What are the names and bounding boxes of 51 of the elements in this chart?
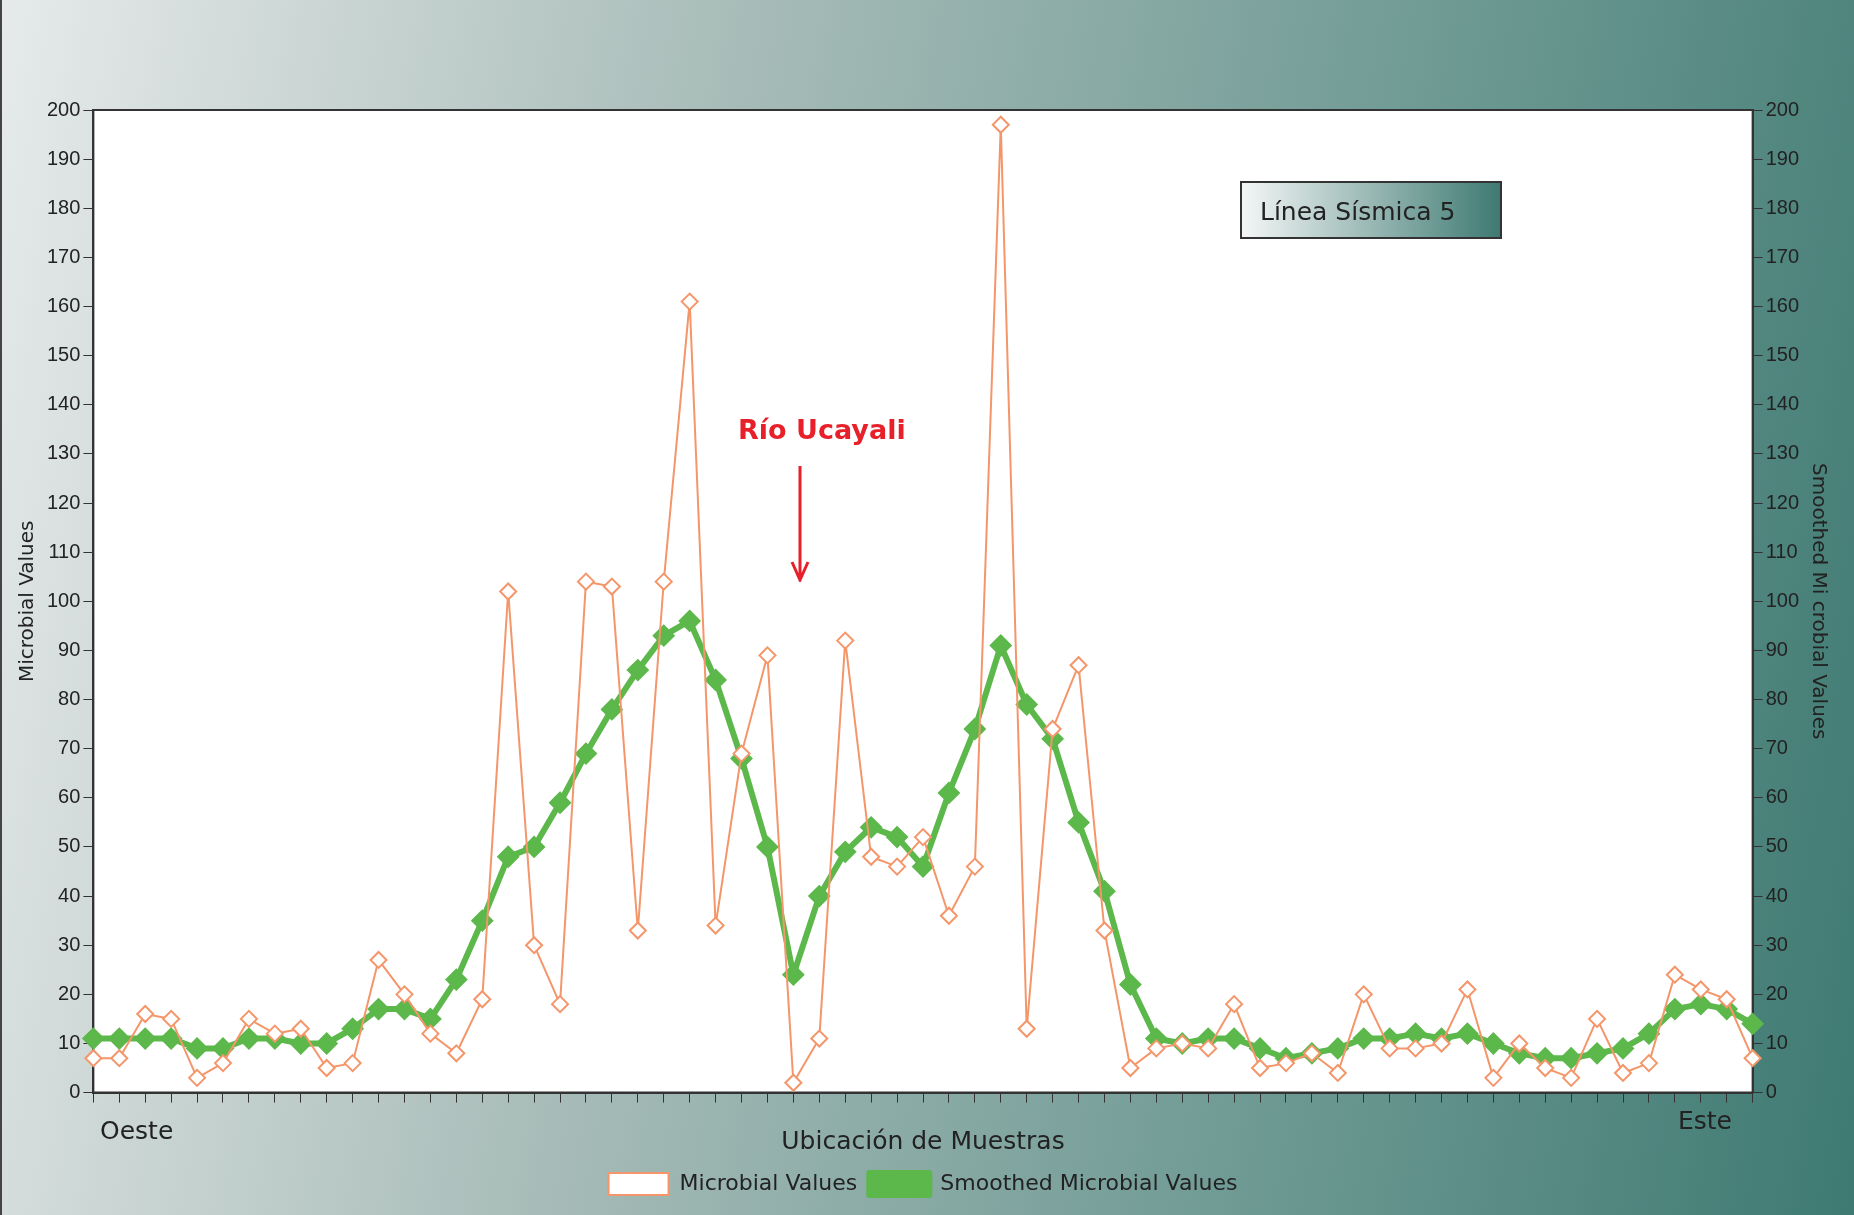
y-tick-label: 90 <box>58 637 81 660</box>
y2-tick-label: 70 <box>1765 736 1788 759</box>
legend-label: Microbial Values <box>679 1169 858 1195</box>
y-tick-label: 10 <box>58 1030 81 1053</box>
y2-tick-label: 60 <box>1765 785 1788 808</box>
text: Línea Sísmica 5 <box>1240 181 1502 239</box>
y2-tick-label: 150 <box>1765 343 1800 366</box>
y2-tick-label: 50 <box>1765 834 1788 857</box>
y2-tick-label: 10 <box>1765 1030 1788 1053</box>
y2-tick-label: 130 <box>1765 441 1800 464</box>
y2-axis-title: Smoothed Mi crobial Values <box>1807 463 1832 740</box>
y2-tick-label: 190 <box>1765 146 1800 169</box>
y-tick-label: 100 <box>46 588 81 611</box>
y2-tick-label: 40 <box>1765 883 1788 906</box>
y-axis-title: Microbial Values <box>14 520 39 683</box>
y-tick-label: 110 <box>48 539 81 562</box>
y-tick-label: 140 <box>46 392 81 415</box>
y-tick-label: 120 <box>46 490 81 513</box>
y2-tick-label: 110 <box>1765 539 1798 562</box>
y-tick-label: 70 <box>58 736 81 759</box>
y-tick-label: 40 <box>58 883 81 906</box>
y-tick-label: 50 <box>58 834 81 857</box>
y-tick-label: 0 <box>69 1080 81 1103</box>
y-tick-label: 130 <box>46 441 81 464</box>
y2-tick-label: 120 <box>1765 490 1800 513</box>
y2-tick-label: 180 <box>1765 195 1800 218</box>
legend-label: Smoothed Microbial Values <box>940 1169 1238 1195</box>
y-tick-label: 160 <box>46 294 81 317</box>
y2-tick-label: 20 <box>1765 981 1788 1004</box>
y-tick-label: 60 <box>58 785 81 808</box>
y2-tick-label: 0 <box>1765 1080 1777 1103</box>
y-tick-label: 180 <box>46 195 81 218</box>
y2-tick-label: 200 <box>1765 97 1800 120</box>
y2-tick-label: 80 <box>1765 687 1788 710</box>
y2-tick-label: 30 <box>1765 932 1788 955</box>
y-tick-label: 170 <box>46 244 81 267</box>
y-tick-label: 190 <box>46 146 81 169</box>
y-tick-label: 200 <box>46 97 81 120</box>
y-tick-label: 20 <box>58 981 81 1004</box>
y-tick-label: 150 <box>46 343 81 366</box>
y-tick-label: 30 <box>58 932 81 955</box>
y2-tick-label: 100 <box>1765 588 1800 611</box>
y-tick-label: 80 <box>58 687 81 710</box>
y2-tick-label: 140 <box>1765 392 1800 415</box>
text: Oeste <box>100 1116 174 1145</box>
annotation: Río Ucayali <box>738 414 906 445</box>
x-axis-title: Ubicación de Muestras <box>781 1125 1065 1155</box>
y2-tick-label: 160 <box>1765 294 1800 317</box>
y2-tick-label: 90 <box>1765 637 1788 660</box>
text: Este <box>1678 1106 1733 1135</box>
y2-tick-label: 170 <box>1765 244 1800 267</box>
